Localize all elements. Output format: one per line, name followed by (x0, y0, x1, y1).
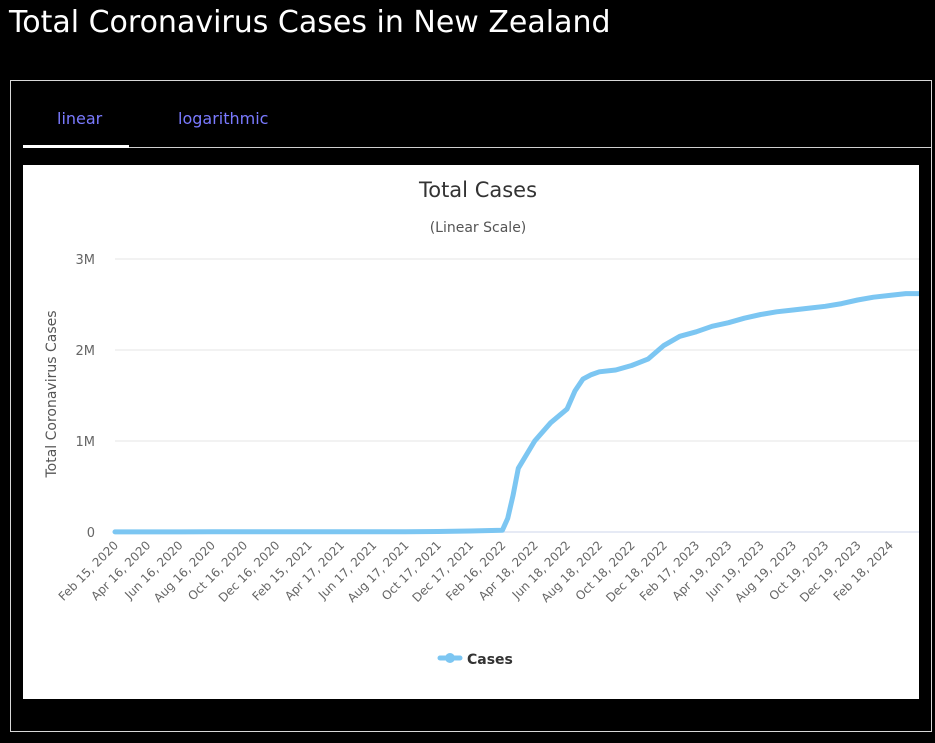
series-line-cases[interactable] (112, 291, 919, 535)
legend-marker (445, 653, 455, 663)
chart-card: Total Cases (Linear Scale) Total Coronav… (23, 165, 919, 699)
grid-lines (115, 258, 919, 442)
y-tick-label: 1M (76, 435, 96, 450)
legend-label-cases[interactable]: Cases (467, 652, 513, 668)
scale-tab-bar: linear logarithmic (23, 81, 931, 148)
series-cases (112, 291, 919, 535)
page-title: Total Coronavirus Cases in New Zealand (9, 5, 611, 40)
y-tick-label: 0 (87, 526, 95, 541)
chart-title: Total Cases (418, 178, 537, 202)
line-chart: Total Cases (Linear Scale) Total Coronav… (44, 178, 919, 668)
y-axis-ticks: 0 1M 2M 3M (76, 253, 96, 541)
chart-panel: linear logarithmic Total Cases (Linear S… (10, 80, 932, 732)
chart-subtitle: (Linear Scale) (430, 220, 527, 236)
y-tick-label: 3M (76, 253, 96, 268)
legend[interactable]: Cases (437, 652, 513, 668)
active-tab-indicator (23, 145, 129, 148)
tab-logarithmic[interactable]: logarithmic (178, 109, 269, 128)
y-tick-label: 2M (76, 344, 96, 359)
y-axis-title: Total Coronavirus Cases (44, 310, 60, 478)
tab-linear[interactable]: linear (57, 109, 103, 128)
